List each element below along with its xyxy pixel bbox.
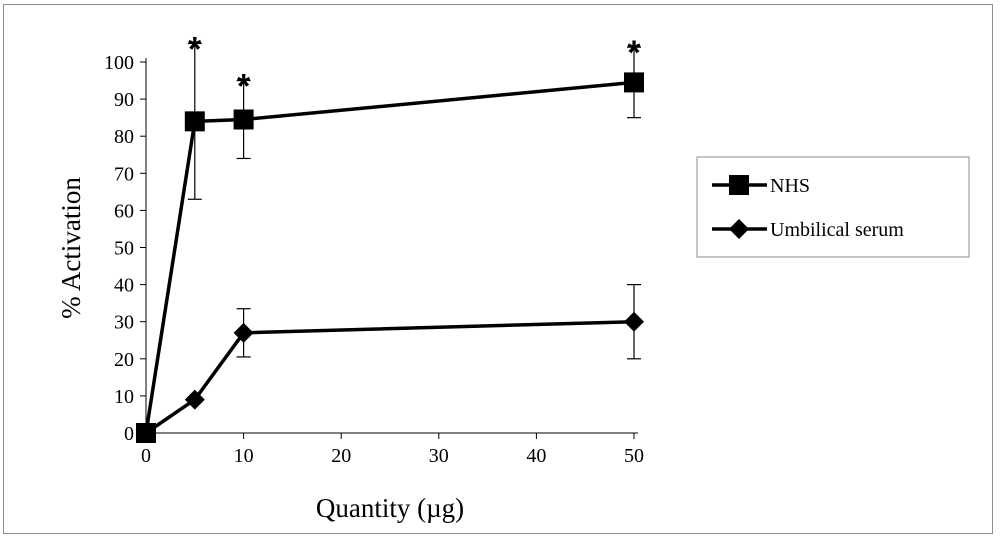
y-axis-title: % Activation	[56, 177, 86, 319]
series-nhs: * * *	[136, 30, 644, 443]
x-tick-label: 0	[141, 445, 151, 467]
legend-item: NHS	[712, 175, 810, 197]
x-tick-label: 30	[429, 445, 449, 467]
x-tick-label: 50	[624, 445, 644, 467]
x-tick-label: 10	[234, 445, 254, 467]
data-point	[624, 311, 644, 332]
axes	[145, 58, 638, 434]
legend-item: Umbilical serum	[712, 219, 904, 241]
x-tick-label: 40	[526, 445, 546, 467]
x-ticks: 0 10 20 30 40 50	[141, 433, 644, 467]
chart-frame	[3, 4, 993, 534]
significance-star: *	[627, 34, 641, 72]
data-point	[184, 111, 205, 132]
y-tick-label: 80	[114, 126, 134, 148]
legend-box	[696, 156, 970, 258]
data-point	[624, 72, 644, 93]
y-tick-label: 20	[114, 349, 134, 371]
data-point	[233, 109, 254, 130]
data-point	[136, 423, 156, 443]
y-tick-label: 0	[124, 423, 134, 445]
y-tick-label: 70	[114, 163, 134, 185]
data-point	[233, 322, 254, 343]
series-line	[144, 80, 635, 434]
significance-star: *	[188, 30, 202, 68]
legend-label: Umbilical serum	[770, 219, 904, 241]
y-ticks: 0 10 20 30 40 50 60 70 80 90 100	[104, 52, 146, 445]
y-tick-label: 60	[114, 200, 134, 222]
y-tick-label: 40	[114, 275, 134, 297]
x-tick-label: 20	[331, 445, 351, 467]
data-point	[184, 389, 205, 410]
series-line	[145, 319, 635, 435]
legend: NHS Umbilical serum	[696, 156, 970, 258]
y-tick-label: 90	[114, 89, 134, 111]
y-tick-label: 10	[114, 386, 134, 408]
y-tick-label: 30	[114, 312, 134, 334]
legend-label: NHS	[770, 175, 810, 197]
y-tick-label: 100	[104, 52, 134, 74]
legend-marker	[729, 219, 749, 239]
x-axis-title: Quantity (µg)	[316, 493, 464, 523]
series-umbilical-serum	[136, 284, 644, 443]
y-tick-label: 50	[114, 238, 134, 260]
significance-star: *	[237, 68, 251, 106]
legend-marker	[729, 175, 749, 195]
series-layer: * * *	[136, 30, 644, 443]
